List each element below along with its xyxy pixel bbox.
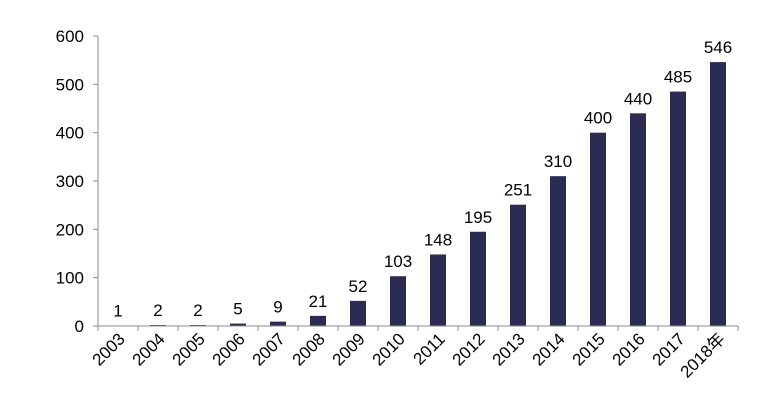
- data-label: 1: [113, 302, 122, 321]
- x-tick-label: 2003: [89, 329, 129, 369]
- x-axis-labels: 2003 2004 2005 2006 2007 2008 2009 2010 2011 2012…: [89, 326, 739, 382]
- bar: [350, 300, 366, 326]
- bar: [230, 323, 246, 326]
- x-tick-label: 2012: [449, 329, 489, 369]
- x-tick-label: 2004: [129, 329, 169, 369]
- x-tick-label: 2016: [609, 329, 649, 369]
- data-label: 52: [349, 277, 368, 296]
- data-label: 148: [424, 230, 452, 249]
- bar: [270, 321, 286, 326]
- data-label: 21: [309, 292, 328, 311]
- bar: [390, 276, 406, 326]
- x-tick-label: 2006: [209, 329, 249, 369]
- y-axis-ticks: 0 100 200 300 400 500 600: [56, 27, 98, 336]
- bar: [670, 91, 686, 326]
- y-tick-label: 400: [56, 124, 84, 143]
- x-tick-label: 2011: [410, 329, 449, 368]
- data-label: 440: [624, 89, 652, 108]
- x-tick-label: 2015: [569, 329, 609, 369]
- data-label: 400: [584, 109, 612, 128]
- x-tick-label: 2008: [289, 329, 329, 369]
- y-tick-label: 600: [56, 27, 84, 46]
- data-label: 195: [464, 208, 492, 227]
- data-label: 485: [664, 68, 692, 87]
- data-label: 310: [544, 152, 572, 171]
- y-tick-label: 0: [75, 317, 84, 336]
- bar: [550, 176, 566, 326]
- bar: [310, 315, 326, 326]
- bar: [430, 254, 446, 326]
- data-label: 2: [193, 301, 202, 320]
- bars: [110, 62, 726, 327]
- x-tick-label: 2009: [329, 329, 369, 369]
- x-tick-label: 2010: [369, 329, 409, 369]
- data-label: 2: [153, 301, 162, 320]
- x-tick-label: 2018年: [677, 329, 729, 381]
- bar: [630, 113, 646, 326]
- data-labels: 1 2 2 5 9 21 52 103 148 195 251 310 400 440 485 546: [113, 38, 732, 320]
- x-tick-label: 2014: [529, 329, 569, 369]
- data-label: 9: [273, 298, 282, 317]
- data-label: 251: [504, 181, 532, 200]
- x-tick-label: 2013: [489, 329, 529, 369]
- bar: [510, 204, 526, 326]
- y-tick-label: 100: [56, 269, 84, 288]
- bar: [590, 132, 606, 326]
- data-label: 103: [384, 252, 412, 271]
- data-label: 5: [233, 300, 242, 319]
- x-tick-label: 2005: [169, 329, 209, 369]
- y-tick-label: 500: [56, 75, 84, 94]
- bar: [470, 231, 486, 326]
- y-tick-label: 300: [56, 172, 84, 191]
- x-tick-label: 2007: [249, 329, 289, 369]
- y-tick-label: 200: [56, 220, 84, 239]
- bar: [710, 62, 726, 326]
- data-label: 546: [704, 38, 732, 57]
